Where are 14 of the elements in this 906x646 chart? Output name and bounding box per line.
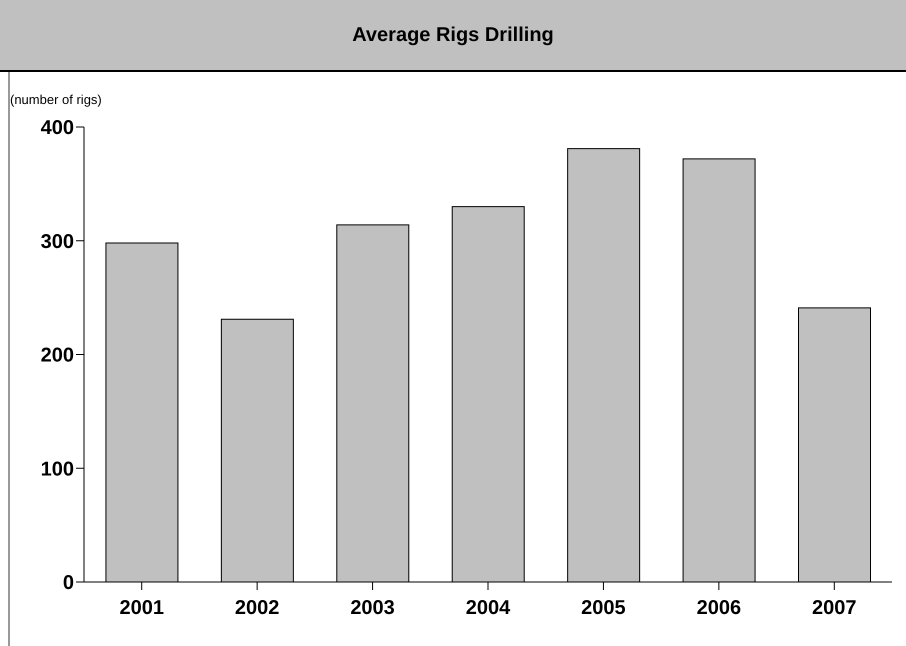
y-tick-label: 100 <box>40 458 74 480</box>
y-tick-label: 0 <box>62 572 74 594</box>
y-tick-label: 400 <box>40 117 74 140</box>
x-tick-label: 2005 <box>581 597 626 620</box>
x-tick-label: 2004 <box>466 597 512 620</box>
x-tick-label: 2007 <box>812 597 857 620</box>
x-tick-label: 2006 <box>696 597 742 620</box>
y-tick-label: 300 <box>40 230 74 253</box>
x-tick-label: 2003 <box>350 597 395 620</box>
y-axis-title: (number of rigs) <box>10 92 102 107</box>
y-tick-label: 200 <box>40 344 74 367</box>
chart-title: Average Rigs Drilling <box>352 24 554 46</box>
x-tick-label: 2002 <box>234 597 280 620</box>
x-tick-label: 2001 <box>119 597 164 620</box>
